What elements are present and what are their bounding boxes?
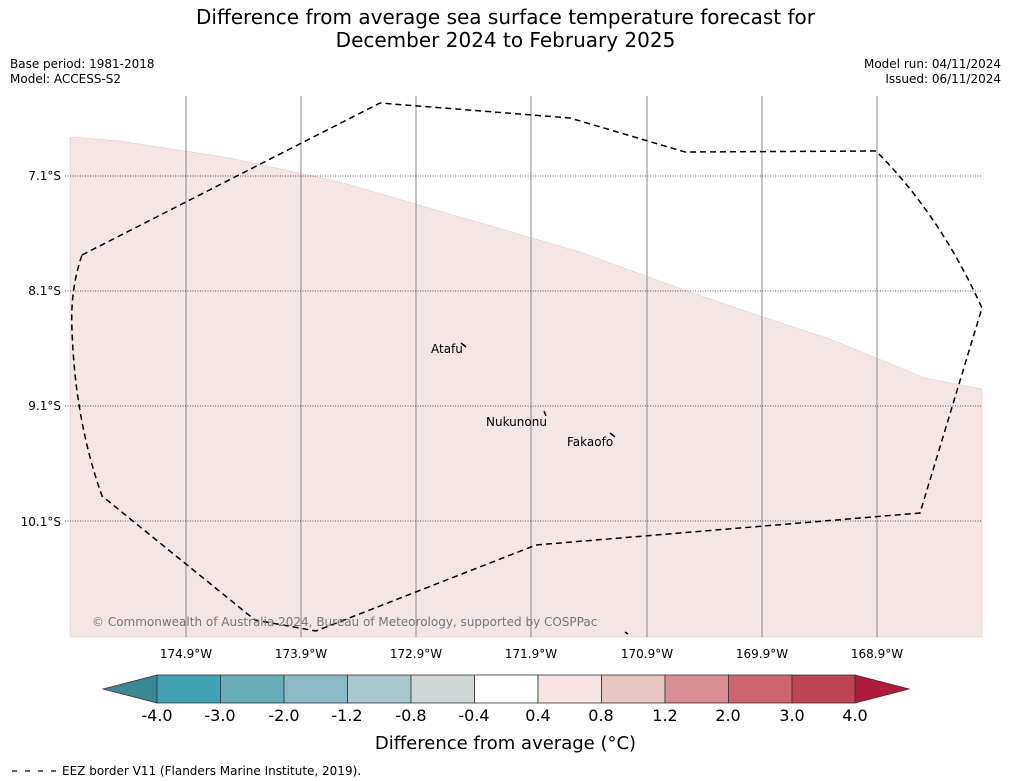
colorbar-tick: 0.8	[588, 706, 614, 725]
colorbar	[101, 674, 911, 704]
lon-label-172-9: 172.9°W	[389, 647, 443, 661]
base-period: Base period: 1981-2018	[10, 57, 155, 71]
lon-label-171-9: 171.9°W	[504, 647, 558, 661]
latitude-gridlines	[65, 175, 982, 522]
title-line-2: December 2024 to February 2025	[335, 28, 676, 52]
meta-right: Model run: 04/11/2024 Issued: 06/11/2024	[864, 57, 1001, 87]
anomaly-fill-region	[69, 136, 983, 638]
colorbar-over-arrow	[854, 674, 911, 704]
meta-left: Base period: 1981-2018 Model: ACCESS-S2	[10, 57, 155, 87]
colorbar-tick: 1.2	[652, 706, 678, 725]
lon-label-170-9: 170.9°W	[620, 647, 674, 661]
colorbar-bin-10	[728, 674, 793, 704]
colorbar-tick: -3.0	[204, 706, 236, 725]
colorbar-tick: 2.0	[715, 706, 741, 725]
colorbar-tick: 3.0	[779, 706, 805, 725]
colorbar-tick: -0.4	[458, 706, 490, 725]
fakaofo-island	[609, 432, 616, 438]
legend-eez-text: EEZ border V11 (Flanders Marine Institut…	[62, 764, 362, 778]
small-islet	[624, 631, 629, 635]
colorbar-under-arrow	[101, 674, 158, 704]
place-label-nukunonu: Nukunonu	[486, 415, 547, 429]
colorbar-bin-2	[220, 674, 285, 704]
colorbar-bin-3	[283, 674, 348, 704]
colorbar-bin-1	[156, 674, 221, 704]
colorbar-bin-7	[537, 674, 602, 704]
lon-label-173-9: 173.9°W	[274, 647, 328, 661]
colorbar-bin-5	[410, 674, 475, 704]
title-line-1: Difference from average sea surface temp…	[195, 5, 815, 29]
lon-label-169-9: 169.9°W	[735, 647, 789, 661]
lat-label-9-1: 9.1°S	[28, 399, 61, 413]
lon-label-168-9: 168.9°W	[850, 647, 904, 661]
colorbar-bin-9	[664, 674, 729, 704]
colorbar-tick: -4.0	[141, 706, 173, 725]
chart-title: Difference from average sea surface temp…	[0, 6, 1011, 52]
place-label-atafu: Atafu	[431, 342, 463, 356]
eez-border	[70, 102, 983, 632]
lon-label-174-9: 174.9°W	[159, 647, 213, 661]
lat-label-7-1: 7.1°S	[28, 169, 61, 183]
issued-date: Issued: 06/11/2024	[885, 72, 1001, 86]
lat-label-8-1: 8.1°S	[28, 284, 61, 298]
place-label-fakaofo: Fakaofo	[567, 435, 614, 449]
colorbar-bin-8	[601, 674, 666, 704]
colorbar-tick: 0.4	[525, 706, 551, 725]
model-run: Model run: 04/11/2024	[863, 57, 1001, 71]
colorbar-tick: -0.8	[395, 706, 427, 725]
model-name: Model: ACCESS-S2	[10, 72, 122, 86]
copyright-notice: © Commonwealth of Australia 2024, Bureau…	[92, 615, 598, 629]
colorbar-title: Difference from average (°C)	[374, 733, 637, 754]
eez-legend: EEZ border V11 (Flanders Marine Institut…	[10, 764, 361, 778]
colorbar-bin-11	[791, 674, 856, 704]
colorbar-tick: -2.0	[268, 706, 300, 725]
atafu-island	[460, 342, 467, 348]
colorbar-bin-6	[474, 674, 539, 704]
lat-label-10-1: 10.1°S	[20, 515, 61, 529]
colorbar-tick: -1.2	[331, 706, 363, 725]
colorbar-tick: 4.0	[842, 706, 868, 725]
nukunonu-island	[543, 410, 547, 417]
colorbar-bin-4	[347, 674, 412, 704]
